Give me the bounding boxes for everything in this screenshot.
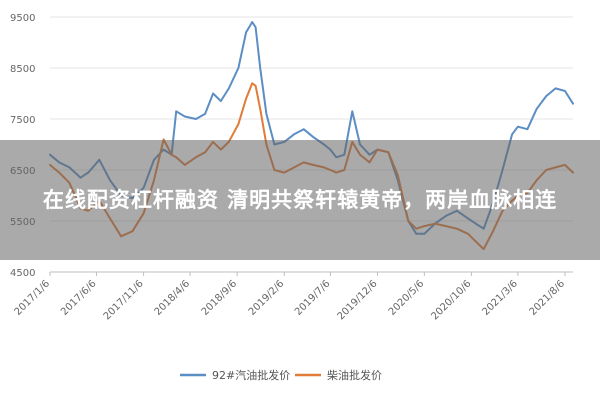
data-point <box>265 113 268 115</box>
data-point <box>312 136 314 138</box>
data-point <box>245 31 247 34</box>
data-point <box>572 102 574 105</box>
x-tick-label: 2020/10/6 <box>429 278 473 322</box>
data-point <box>545 95 547 97</box>
data-point <box>526 128 529 130</box>
x-tick-label: 2021/8/6 <box>528 278 568 318</box>
data-point <box>251 21 253 23</box>
y-tick-label: 9500 <box>10 13 35 24</box>
data-point <box>254 85 257 87</box>
legend-label-1: 92#汽油批发价 <box>212 368 290 382</box>
data-point <box>212 92 214 95</box>
data-point <box>259 67 262 69</box>
data-point <box>511 133 513 136</box>
legend-label-2: 柴油批发价 <box>327 368 382 382</box>
x-tick-label: 2019/12/6 <box>336 278 380 322</box>
x-tick-label: 2017/1/6 <box>13 278 53 318</box>
x-tick-label: 2021/3/6 <box>480 278 520 318</box>
y-tick-label: 4500 <box>10 268 35 279</box>
data-point <box>517 125 519 128</box>
data-point <box>251 82 253 85</box>
data-point <box>228 87 230 90</box>
data-point <box>564 90 566 92</box>
data-point <box>351 110 354 113</box>
data-point <box>535 108 538 110</box>
data-point <box>254 26 257 29</box>
data-point <box>162 138 165 141</box>
data-point <box>245 97 247 100</box>
x-tick-label: 2017/11/6 <box>102 278 146 322</box>
data-point <box>302 128 305 130</box>
data-point <box>293 133 295 136</box>
legend: 92#汽油批发价 柴油批发价 <box>180 368 382 382</box>
data-point <box>237 123 240 125</box>
data-point <box>259 108 262 110</box>
x-tick-label: 2019/2/6 <box>247 278 287 318</box>
headline-overlay: 在线配资杠杆融资 清明共祭轩辕黄帝，两岸血脉相连 <box>0 140 600 260</box>
data-point <box>204 113 206 115</box>
y-tick-label: 7500 <box>10 115 35 126</box>
x-axis-tick-labels: 2017/1/6 2017/6/6 2017/11/6 2018/4/6 2018/9/… <box>13 278 568 322</box>
x-tick-label: 2019/7/6 <box>293 278 333 318</box>
x-tick-label: 2018/9/6 <box>200 278 240 318</box>
x-tick-label: 2017/6/6 <box>59 278 99 318</box>
data-point <box>184 115 186 118</box>
x-tick-label: 2020/5/6 <box>387 278 427 318</box>
data-point <box>554 87 557 90</box>
x-tick-label: 2018/4/6 <box>153 278 193 318</box>
data-point <box>195 118 197 120</box>
data-point <box>237 67 240 69</box>
data-point <box>175 110 177 113</box>
headline-text: 在线配资杠杆融资 清明共祭轩辕黄帝，两岸血脉相连 <box>42 188 558 212</box>
y-tick-label: 8500 <box>10 64 35 75</box>
data-point <box>220 100 222 102</box>
